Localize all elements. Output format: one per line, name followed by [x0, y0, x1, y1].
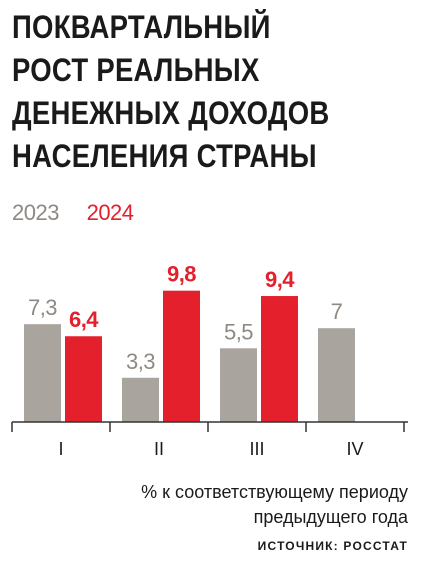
bar-2024-III	[261, 296, 298, 422]
title-line: РОСТ РЕАЛЬНЫХ	[12, 52, 260, 88]
bar-2023-II	[122, 377, 159, 422]
legend-entry-2023: 2023	[12, 200, 59, 225]
data-label-2023-III: 5,5	[224, 319, 253, 344]
bar-2023-IV	[318, 328, 355, 422]
bar-2024-II	[163, 290, 200, 422]
title-line: ПОКВАРТАЛЬНЫЙ	[12, 9, 271, 45]
title-line: ДЕНЕЖНЫХ ДОХОДОВ	[12, 95, 330, 131]
bar-2023-III	[220, 348, 257, 422]
chart-title: ПОКВАРТАЛЬНЫЙ РОСТ РЕАЛЬНЫХ ДЕНЕЖНЫХ ДОХ…	[12, 6, 365, 178]
bar-2023-I	[24, 324, 61, 422]
data-label-2023-II: 3,3	[126, 349, 155, 374]
units-note-line: предыдущего года	[253, 507, 408, 527]
data-label-2024-I: 6,4	[69, 307, 99, 332]
data-label-2023-IV: 7	[331, 299, 343, 324]
data-label-2023-I: 7,3	[28, 295, 57, 320]
title-line: НАСЕЛЕНИЯ СТРАНЫ	[12, 138, 317, 174]
x-tick-label-I: I	[58, 439, 63, 459]
legend: 2023 2024	[12, 200, 156, 226]
bar-2024-I	[65, 336, 102, 422]
x-tick-label-II: II	[154, 439, 164, 459]
units-note-line: % к соответствующему периоду	[141, 482, 408, 502]
data-label-2024-II: 9,8	[167, 262, 196, 287]
bar-chart: 7,3 6,4 I 3,3 9,8 II 5,5 9,4 III 7 IV	[11, 262, 408, 459]
x-tick-label-III: III	[249, 439, 264, 459]
legend-entry-2024: 2024	[86, 200, 134, 225]
units-note: % к соответствующему периоду предыдущего…	[141, 480, 408, 530]
source-label: ИСТОЧНИК: РОССТАТ	[257, 539, 408, 553]
data-label-2024-III: 9,4	[265, 267, 295, 292]
x-tick-label-IV: IV	[346, 439, 363, 459]
